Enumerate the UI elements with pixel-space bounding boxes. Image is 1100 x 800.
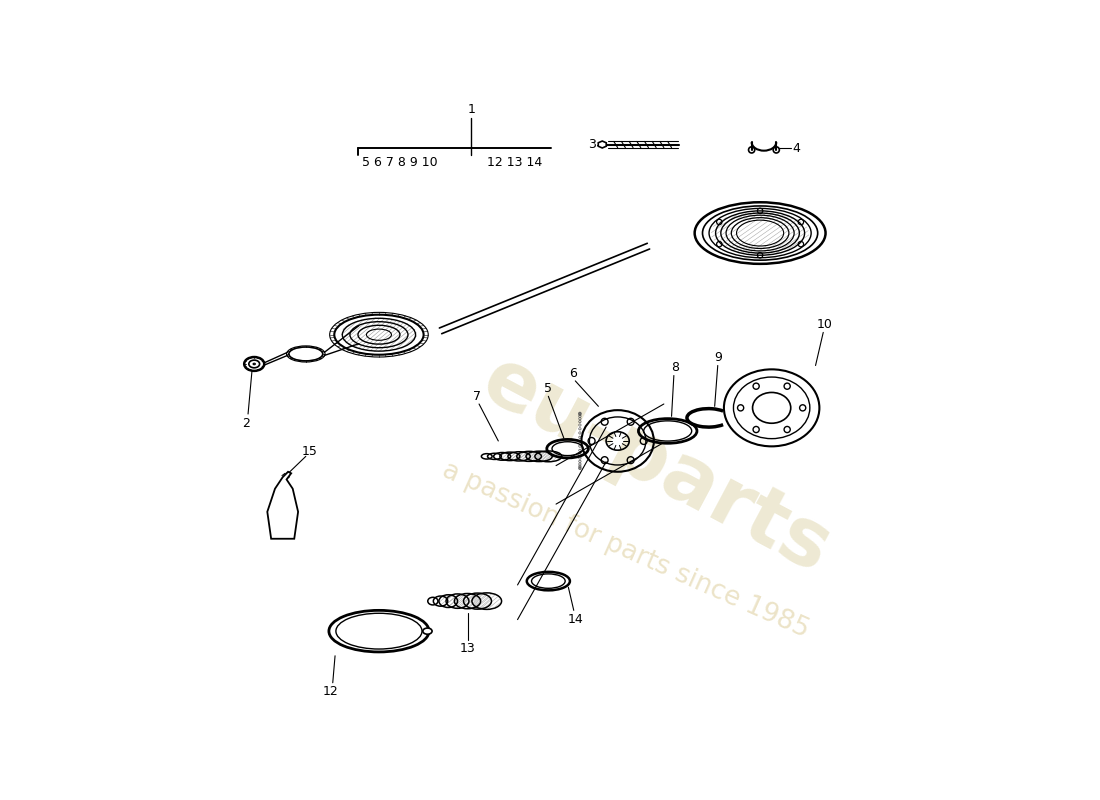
Text: 3: 3 bbox=[588, 138, 596, 151]
Text: 15: 15 bbox=[301, 446, 318, 458]
Text: 5 6 7 8 9 10: 5 6 7 8 9 10 bbox=[362, 156, 438, 169]
Polygon shape bbox=[598, 141, 606, 148]
Text: 14: 14 bbox=[568, 613, 583, 626]
Text: 2: 2 bbox=[243, 417, 251, 430]
Text: 6: 6 bbox=[569, 366, 576, 380]
Text: 4: 4 bbox=[792, 142, 800, 155]
Text: 8: 8 bbox=[671, 362, 679, 374]
Text: 10: 10 bbox=[817, 318, 833, 331]
Ellipse shape bbox=[253, 363, 255, 365]
Ellipse shape bbox=[422, 628, 432, 634]
Text: 5: 5 bbox=[543, 382, 551, 395]
Text: 12 13 14: 12 13 14 bbox=[486, 156, 542, 169]
Text: 1: 1 bbox=[468, 103, 475, 116]
Text: a passion for parts since 1985: a passion for parts since 1985 bbox=[438, 458, 813, 643]
Text: 12: 12 bbox=[322, 686, 339, 698]
Polygon shape bbox=[267, 472, 298, 538]
Text: 9: 9 bbox=[715, 351, 723, 364]
Text: 7: 7 bbox=[473, 390, 481, 403]
Text: eu-parts: eu-parts bbox=[469, 341, 844, 590]
Text: 13: 13 bbox=[460, 642, 475, 655]
